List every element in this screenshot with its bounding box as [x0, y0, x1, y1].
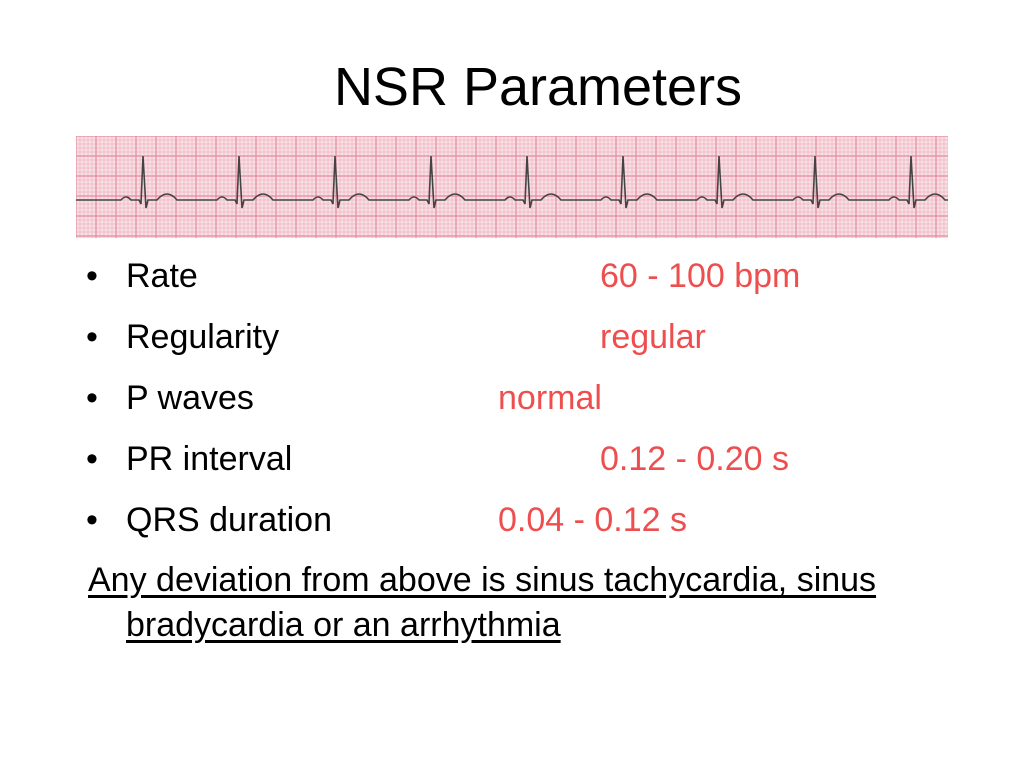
list-item: • QRS duration 0.04 - 0.12 s [86, 492, 986, 553]
bullet: • [86, 318, 98, 356]
parameter-list: • Rate 60 - 100 bpm • Regularity regular… [86, 248, 986, 553]
parameter-value: regular [600, 318, 706, 356]
parameter-label: P waves [126, 379, 254, 417]
parameter-label: QRS duration [126, 501, 332, 539]
parameter-value: 60 - 100 bpm [600, 257, 801, 295]
bullet: • [86, 379, 98, 417]
bullet: • [86, 257, 98, 295]
parameter-label: Rate [126, 257, 198, 295]
parameter-label: PR interval [126, 440, 293, 478]
list-item: • Regularity regular [86, 309, 986, 370]
bullet: • [86, 440, 98, 478]
parameter-value: normal [498, 379, 602, 417]
deviation-note: Any deviation from above is sinus tachyc… [88, 561, 877, 644]
parameter-value: 0.04 - 0.12 s [498, 501, 688, 539]
parameter-value: 0.12 - 0.20 s [600, 440, 790, 478]
list-item: • Rate 60 - 100 bpm [86, 248, 986, 309]
bullet: • [86, 501, 98, 539]
ecg-rhythm-icon [76, 136, 948, 238]
parameter-label: Regularity [126, 318, 280, 356]
slide-title: NSR Parameters [333, 57, 743, 117]
list-item: • P waves normal [86, 370, 986, 431]
ecg-strip-image [76, 136, 948, 238]
list-item: • PR interval 0.12 - 0.20 s [86, 431, 986, 492]
